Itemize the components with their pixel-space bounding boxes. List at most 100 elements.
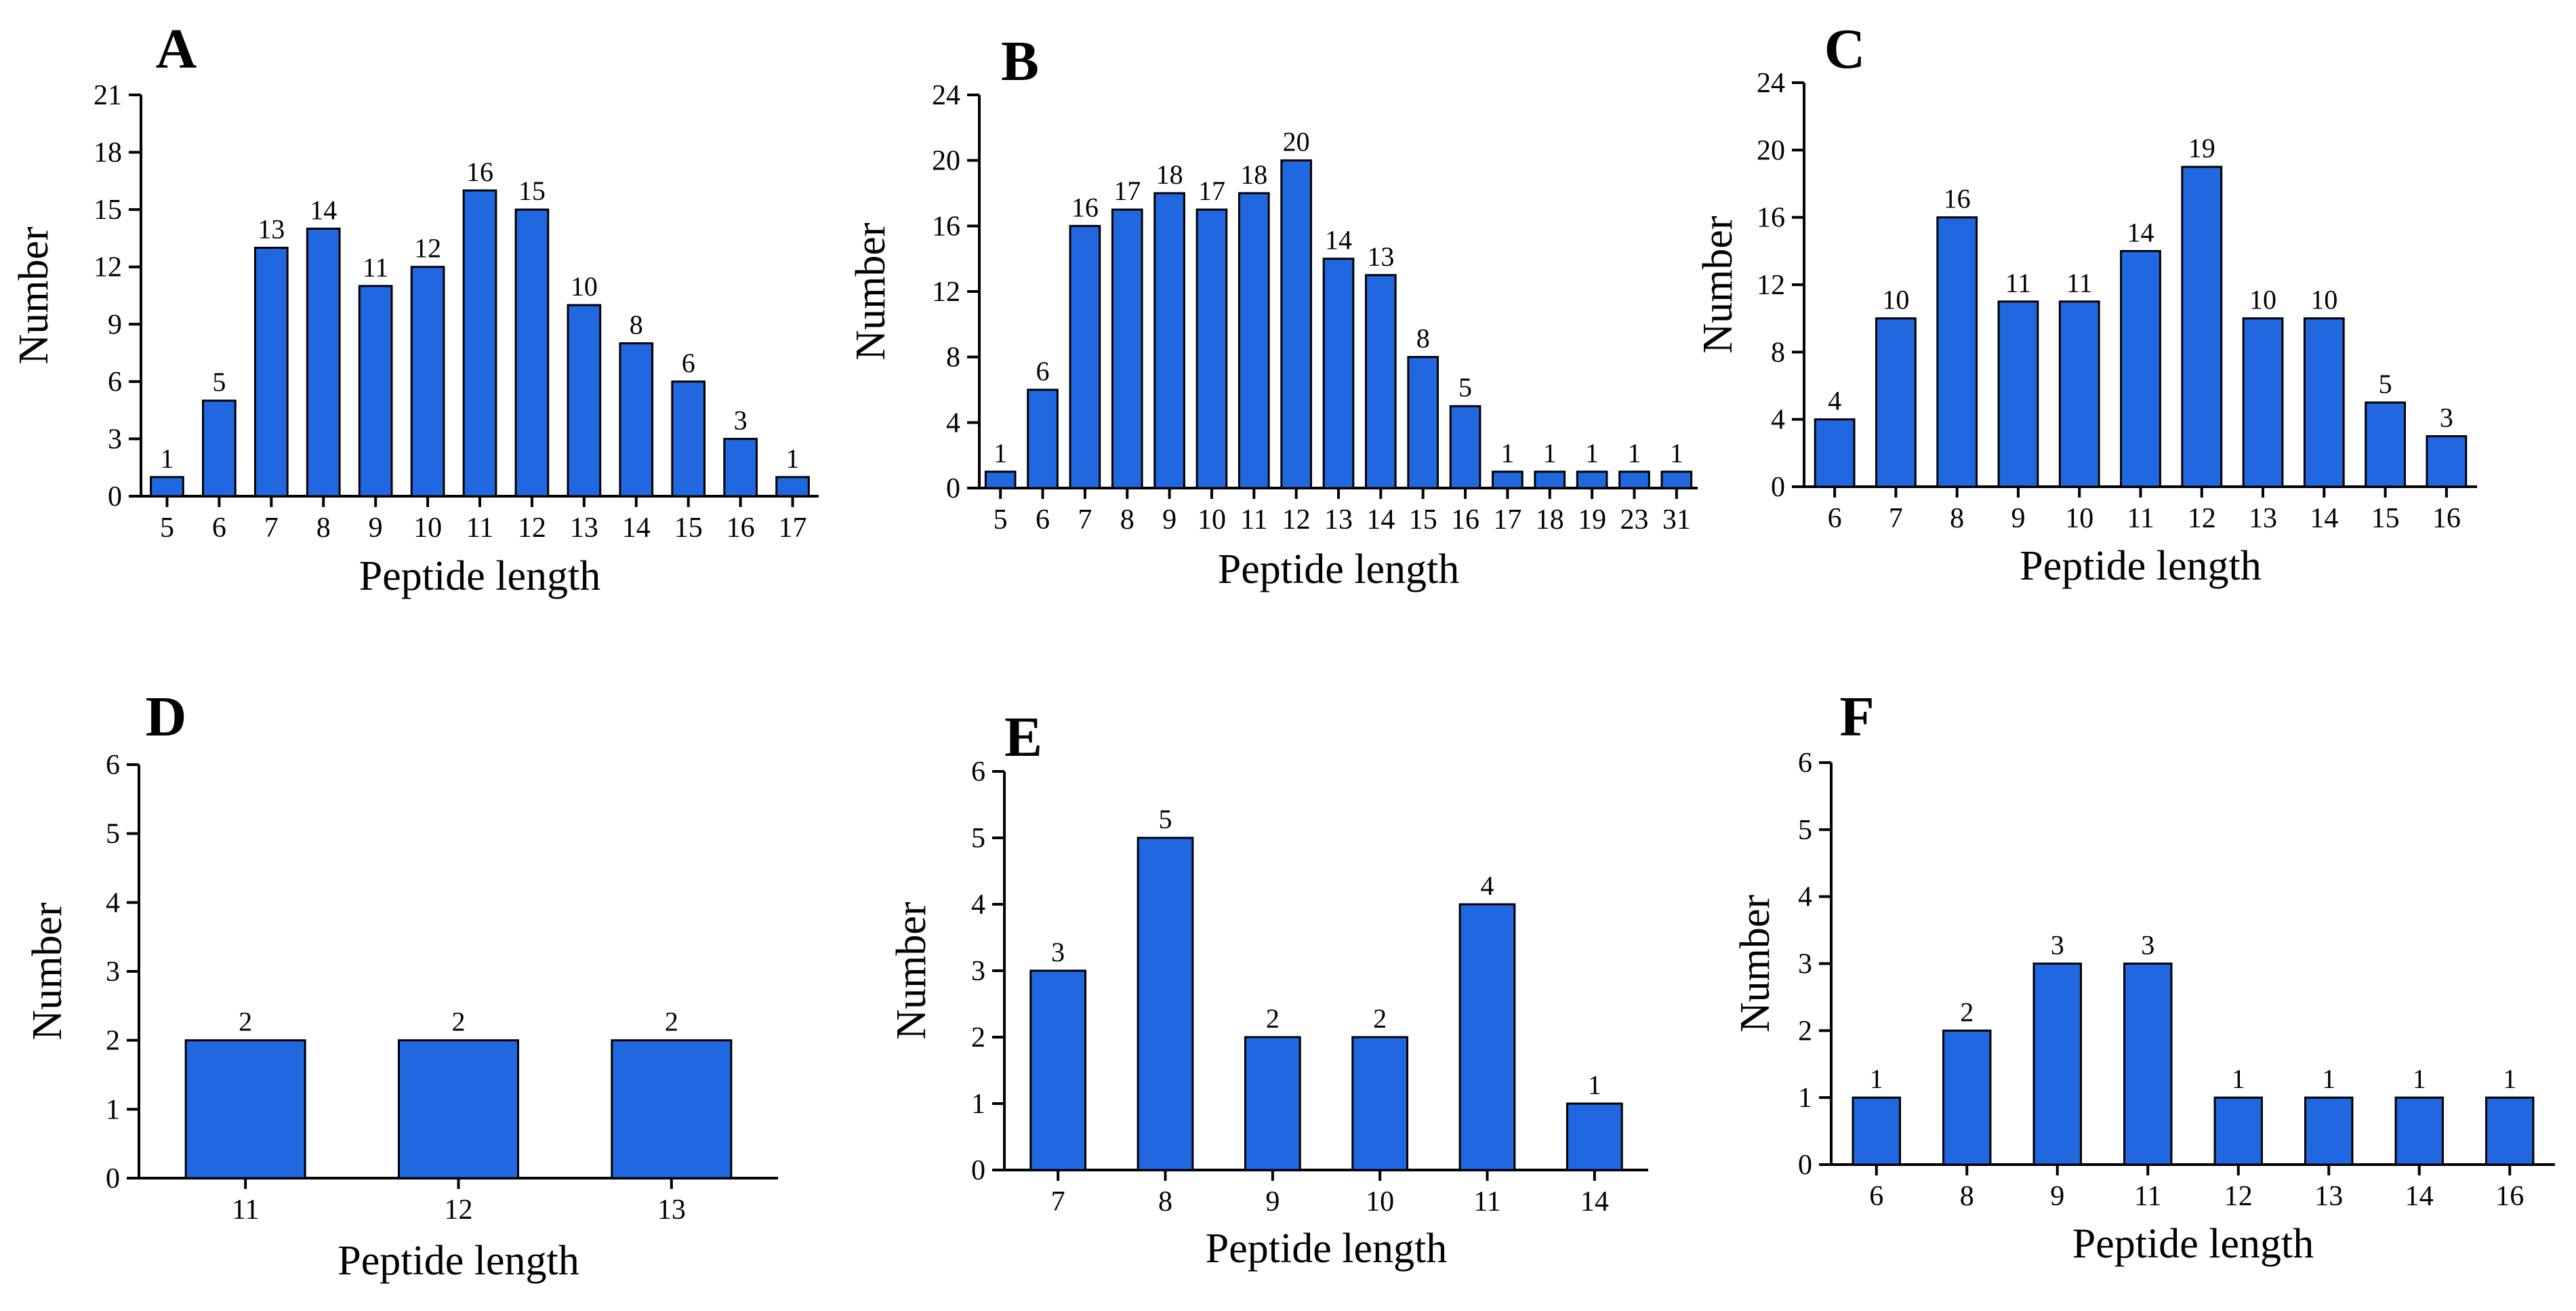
data-label: 8 <box>630 309 643 340</box>
bar <box>202 399 237 498</box>
x-tick-label: 7 <box>1051 1186 1065 1217</box>
bar <box>1137 836 1194 1171</box>
x-tick-label: 5 <box>994 504 1008 536</box>
bar <box>1111 208 1143 489</box>
bar <box>1029 969 1087 1171</box>
y-tick-label: 0 <box>106 1163 120 1194</box>
chart-panel-e: E 0 1 2 3 4 5 6 7 3 8 5 9 2 10 2 11 4 14 1 Peptide length Num… <box>888 706 1648 1272</box>
x-tick-label: 16 <box>727 512 755 544</box>
data-label: 2 <box>1373 1003 1387 1034</box>
y-tick-label: 20 <box>1757 135 1785 166</box>
data-label: 14 <box>310 195 337 225</box>
bar <box>611 1039 733 1179</box>
data-label: 11 <box>363 252 389 283</box>
y-tick-label: 6 <box>1798 748 1812 779</box>
data-label: 5 <box>2379 369 2392 399</box>
y-tick-label: 8 <box>1771 337 1785 368</box>
bar <box>1660 470 1693 489</box>
bar <box>984 470 1017 489</box>
bar <box>1322 258 1355 489</box>
y-tick-label: 20 <box>932 146 960 177</box>
x-tick-label: 6 <box>1869 1181 1883 1212</box>
x-tick-label: 14 <box>1580 1186 1609 1217</box>
x-tick-label: 11 <box>466 512 493 544</box>
data-label: 3 <box>2051 930 2064 961</box>
data-label: 18 <box>1156 159 1183 190</box>
x-tick-label: 6 <box>1036 504 1050 536</box>
data-label: 1 <box>2413 1064 2426 1094</box>
data-label: 1 <box>1627 438 1641 468</box>
data-label: 15 <box>518 176 546 206</box>
x-tick-label: 31 <box>1662 504 1691 536</box>
panel-letter: A <box>156 18 197 81</box>
data-label: 10 <box>2310 285 2337 315</box>
data-label: 11 <box>2005 268 2032 298</box>
chart-panel-b: B048121620245166716817918101711181220131… <box>848 30 1698 592</box>
x-tick-label: 17 <box>1493 504 1521 536</box>
data-label: 1 <box>2322 1064 2335 1094</box>
data-label: 3 <box>2141 930 2154 961</box>
x-tick-label: 23 <box>1620 504 1648 536</box>
panel-letter: C <box>1824 18 1866 81</box>
x-tick-label: 5 <box>160 512 174 544</box>
x-axis-title: Peptide length <box>1218 546 1459 592</box>
bar <box>1365 274 1397 489</box>
y-tick-label: 4 <box>971 889 985 921</box>
x-tick-label: 10 <box>413 512 442 544</box>
bar <box>2303 317 2345 488</box>
data-label: 3 <box>2440 403 2453 433</box>
y-tick-label: 2 <box>1798 1015 1812 1047</box>
bar <box>397 1039 520 1179</box>
y-tick-label: 15 <box>94 195 122 226</box>
x-tick-label: 16 <box>1451 504 1479 536</box>
data-label: 6 <box>682 348 695 378</box>
x-tick-label: 10 <box>1198 504 1226 536</box>
bar <box>1942 1029 1992 1166</box>
x-tick-label: 10 <box>2065 503 2093 534</box>
bar <box>514 208 550 498</box>
data-label: 14 <box>2127 217 2154 247</box>
data-label: 10 <box>1882 285 1909 315</box>
x-tick-label: 16 <box>2495 1181 2524 1212</box>
data-label: 11 <box>2066 268 2093 298</box>
bar <box>1069 224 1101 489</box>
data-label: 4 <box>1481 870 1494 901</box>
bar <box>1458 903 1516 1171</box>
data-label: 2 <box>452 1007 466 1037</box>
data-label: 17 <box>1113 176 1141 206</box>
data-label: 16 <box>1944 184 1971 214</box>
x-tick-label: 12 <box>1282 504 1311 536</box>
x-tick-label: 19 <box>1578 504 1606 536</box>
chart-panel-a: A036912151821516571381491110121116121513… <box>11 18 819 599</box>
bar <box>2058 300 2100 488</box>
y-tick-label: 6 <box>108 367 122 398</box>
x-tick-label: 9 <box>2011 503 2025 534</box>
y-tick-label: 4 <box>106 887 120 919</box>
bar <box>2120 249 2161 488</box>
bar <box>1244 1036 1301 1171</box>
y-tick-label: 12 <box>94 252 122 283</box>
bar <box>1449 405 1481 489</box>
x-tick-label: 11 <box>1240 504 1267 536</box>
x-tick-label: 8 <box>316 512 331 544</box>
x-tick-label: 12 <box>518 512 546 544</box>
bar <box>1936 216 1978 488</box>
x-tick-label: 8 <box>1120 504 1134 536</box>
y-axis-title: Number <box>1732 895 1778 1033</box>
data-label: 1 <box>160 443 173 474</box>
y-tick-label: 3 <box>106 956 120 988</box>
data-label: 2 <box>1960 996 1974 1027</box>
bar <box>1407 356 1439 489</box>
bar <box>2426 435 2468 488</box>
y-tick-label: 24 <box>932 80 960 111</box>
data-label: 5 <box>212 367 226 397</box>
data-label: 1 <box>786 443 800 474</box>
bar <box>1153 192 1185 489</box>
panel-letter: D <box>146 685 187 748</box>
y-tick-label: 1 <box>106 1094 120 1125</box>
y-tick-label: 5 <box>106 819 120 850</box>
bar <box>1238 192 1270 489</box>
data-label: 12 <box>414 233 441 264</box>
y-tick-label: 0 <box>946 473 960 504</box>
